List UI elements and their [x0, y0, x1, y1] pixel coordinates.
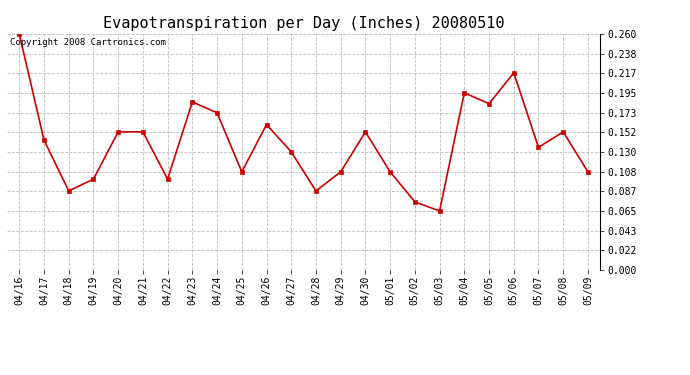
Text: Copyright 2008 Cartronics.com: Copyright 2008 Cartronics.com	[10, 39, 166, 48]
Title: Evapotranspiration per Day (Inches) 20080510: Evapotranspiration per Day (Inches) 2008…	[103, 16, 504, 31]
